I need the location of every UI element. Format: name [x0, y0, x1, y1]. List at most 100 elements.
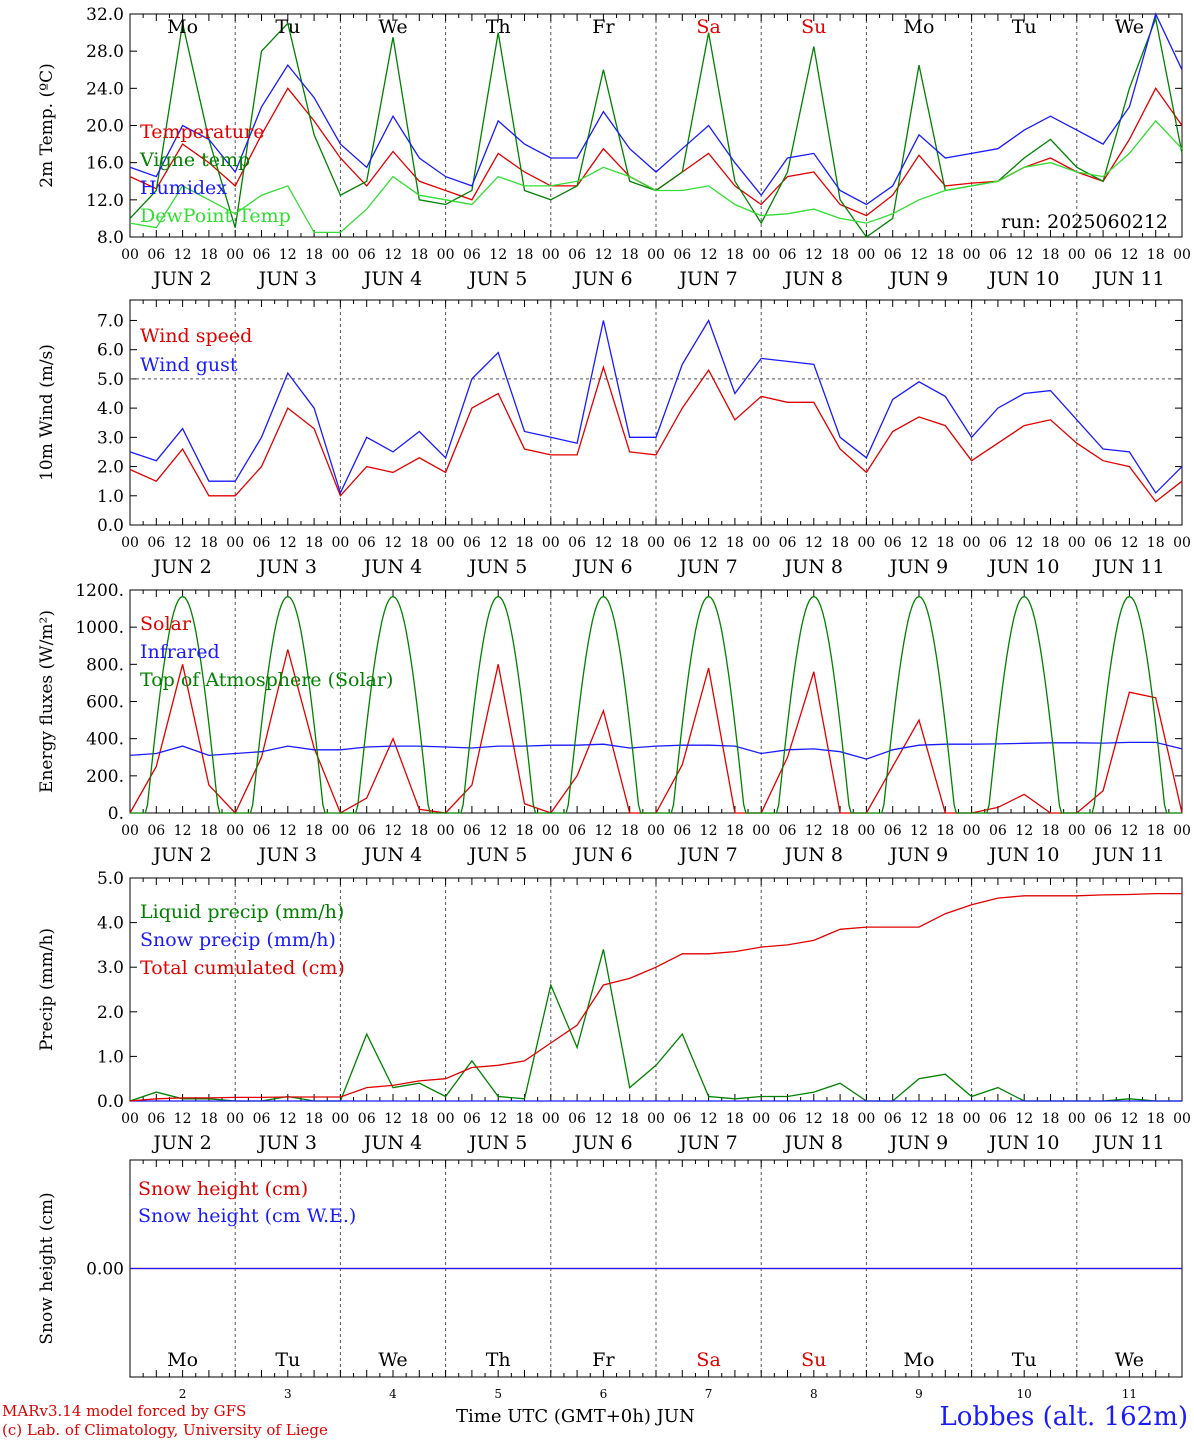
hour-tick-label: 06 — [779, 535, 797, 551]
date-label: JUN 11 — [1092, 268, 1164, 290]
date-label: JUN 3 — [257, 844, 317, 866]
date-label: JUN 11 — [1092, 1132, 1164, 1154]
hour-tick-label: 18 — [621, 535, 639, 551]
hour-tick-label: 18 — [200, 1111, 218, 1127]
hour-tick-label: 00 — [647, 247, 665, 263]
hour-tick-label: 18 — [1042, 247, 1060, 263]
date-label: JUN 4 — [362, 268, 422, 290]
series-line-humidex — [129, 12, 1183, 206]
hour-tick-label: 18 — [621, 1111, 639, 1127]
hour-tick-label: 18 — [410, 247, 428, 263]
hour-tick-label: 18 — [1042, 1111, 1060, 1127]
hour-tick-label: 12 — [910, 247, 928, 263]
hour-tick-label: 00 — [437, 535, 455, 551]
hour-tick-label: 18 — [200, 823, 218, 839]
date-label: JUN 5 — [467, 556, 527, 578]
hour-tick-label: 00 — [226, 823, 244, 839]
hour-tick-label: 12 — [384, 535, 402, 551]
hour-tick-label: 00 — [857, 823, 875, 839]
hour-tick-label: 18 — [936, 823, 954, 839]
y-tick-label: 16.0 — [86, 154, 124, 174]
hour-tick-label: 00 — [542, 1111, 560, 1127]
hour-tick-label: 00 — [226, 1111, 244, 1127]
hour-tick-label: 06 — [568, 535, 586, 551]
date-label: JUN 8 — [783, 844, 843, 866]
hour-tick-label: 12 — [1120, 535, 1138, 551]
hour-tick-label: 00 — [121, 1111, 139, 1127]
legend-entry: Wind speed — [140, 325, 252, 347]
hour-tick-label: 18 — [410, 1111, 428, 1127]
legend-entry: Total cumulated (cm) — [140, 957, 345, 979]
y-tick-label: 600. — [86, 693, 124, 713]
hour-tick-label: 06 — [673, 247, 691, 263]
hour-tick-label: 00 — [437, 823, 455, 839]
hour-tick-label: 06 — [884, 247, 902, 263]
y-tick-label: 0.0 — [97, 1092, 124, 1112]
hour-tick-label: 06 — [463, 535, 481, 551]
day-number-label: 4 — [389, 1387, 397, 1401]
hour-tick-label: 00 — [1068, 247, 1086, 263]
legend-entry: Infrared — [140, 641, 220, 663]
hour-tick-label: 12 — [174, 247, 192, 263]
hour-tick-label: 06 — [884, 535, 902, 551]
hour-tick-label: 12 — [279, 823, 297, 839]
hour-tick-label: 12 — [594, 535, 612, 551]
hour-tick-label: 06 — [147, 247, 165, 263]
hour-tick-label: 18 — [305, 247, 323, 263]
y-axis-label: 2m Temp. (ºC) — [37, 63, 57, 188]
hour-tick-label: 12 — [279, 535, 297, 551]
weekday-label-bottom: Tu — [1012, 1349, 1037, 1371]
hour-tick-label: 06 — [779, 823, 797, 839]
hour-tick-label: 18 — [726, 1111, 744, 1127]
date-label: JUN 6 — [572, 268, 632, 290]
y-tick-label: 4.0 — [97, 914, 124, 934]
date-label: JUN 5 — [467, 268, 527, 290]
weekday-label-top: Fr — [592, 16, 615, 38]
date-label: JUN 6 — [572, 1132, 632, 1154]
weekday-label-top: Tu — [275, 16, 300, 38]
weekday-label-top: We — [1115, 16, 1144, 38]
weekday-label-top: Sa — [696, 16, 720, 38]
legend-entry: Snow height (cm W.E.) — [138, 1205, 356, 1227]
date-label: JUN 4 — [362, 1132, 422, 1154]
hour-tick-label: 12 — [279, 1111, 297, 1127]
hour-tick-label: 00 — [542, 823, 560, 839]
hour-tick-label: 18 — [621, 823, 639, 839]
y-tick-label: 32.0 — [86, 5, 124, 25]
hour-tick-label: 06 — [1094, 535, 1112, 551]
hour-tick-label: 00 — [857, 535, 875, 551]
hour-tick-label: 06 — [358, 535, 376, 551]
hour-tick-label: 12 — [1120, 1111, 1138, 1127]
hour-tick-label: 18 — [410, 535, 428, 551]
hour-tick-label: 06 — [358, 823, 376, 839]
hour-tick-label: 00 — [331, 535, 349, 551]
date-label: JUN 10 — [987, 268, 1059, 290]
weekday-label-top: Mo — [904, 16, 935, 38]
y-tick-label: 3.0 — [97, 958, 124, 978]
y-tick-label: 0. — [108, 804, 124, 824]
hour-tick-label: 00 — [331, 247, 349, 263]
hour-tick-label: 06 — [989, 247, 1007, 263]
hour-tick-label: 00 — [331, 1111, 349, 1127]
hour-tick-label: 12 — [489, 1111, 507, 1127]
hour-tick-label: 00 — [542, 535, 560, 551]
y-tick-label: 1.0 — [97, 487, 124, 507]
hour-tick-label: 12 — [1015, 535, 1033, 551]
y-tick-label: 7.0 — [97, 311, 124, 331]
hour-tick-label: 18 — [1147, 1111, 1165, 1127]
hour-tick-label: 06 — [147, 535, 165, 551]
legend-entry: Wind gust — [140, 354, 238, 376]
weekday-label-bottom: Sa — [696, 1349, 720, 1371]
hour-tick-label: 18 — [200, 247, 218, 263]
hour-tick-label: 00 — [437, 1111, 455, 1127]
hour-tick-label: 06 — [989, 1111, 1007, 1127]
date-label: JUN 10 — [987, 844, 1059, 866]
y-tick-label: 12.0 — [86, 191, 124, 211]
hour-tick-label: 12 — [805, 823, 823, 839]
legend-entry: Snow precip (mm/h) — [140, 929, 336, 951]
hour-tick-label: 18 — [831, 247, 849, 263]
panel-3: 0. 200. 400. 600. 800. 1000. 1200. Energy fluxe… — [37, 581, 1191, 866]
hour-tick-label: 18 — [516, 1111, 534, 1127]
hour-tick-label: 00 — [752, 1111, 770, 1127]
y-tick-label: 800. — [86, 655, 124, 675]
